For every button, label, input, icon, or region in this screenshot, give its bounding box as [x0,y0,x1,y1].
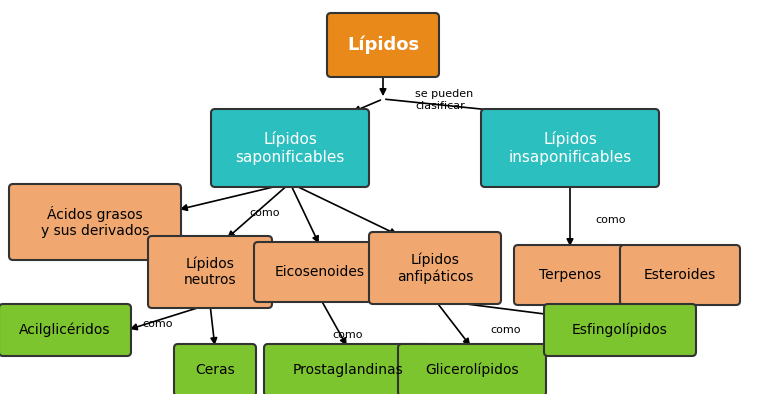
Text: como: como [490,325,521,335]
Text: Lípidos
anfipáticos: Lípidos anfipáticos [397,252,473,284]
Text: como: como [143,319,173,329]
Text: Lípidos
insaponificables: Lípidos insaponificables [509,131,632,165]
FancyBboxPatch shape [264,344,432,394]
Text: Lípidos
neutros: Lípidos neutros [183,256,236,287]
Text: como: como [333,330,364,340]
FancyBboxPatch shape [620,245,740,305]
Text: Acilglicéridos: Acilglicéridos [19,323,110,337]
FancyBboxPatch shape [398,344,546,394]
Text: Prostaglandinas: Prostaglandinas [293,363,403,377]
Text: Eicosenoides: Eicosenoides [275,265,365,279]
FancyBboxPatch shape [369,232,501,304]
FancyBboxPatch shape [254,242,386,302]
Text: Lípidos
saponificables: Lípidos saponificables [235,131,344,165]
FancyBboxPatch shape [481,109,659,187]
FancyBboxPatch shape [148,236,272,308]
Text: Terpenos: Terpenos [539,268,601,282]
Text: como: como [250,208,280,218]
FancyBboxPatch shape [514,245,626,305]
Text: se pueden
clasificar: se pueden clasificar [415,89,473,111]
FancyBboxPatch shape [0,304,131,356]
Text: Ácidos grasos
y sus derivados: Ácidos grasos y sus derivados [41,206,150,238]
Text: Esteroides: Esteroides [644,268,716,282]
FancyBboxPatch shape [327,13,439,77]
FancyBboxPatch shape [544,304,696,356]
FancyBboxPatch shape [211,109,369,187]
FancyBboxPatch shape [9,184,181,260]
Text: Ceras: Ceras [195,363,235,377]
Text: como: como [595,215,626,225]
Text: Lípidos: Lípidos [347,36,419,54]
Text: Esfingolípidos: Esfingolípidos [572,323,668,337]
FancyBboxPatch shape [174,344,256,394]
Text: Glicerolípidos: Glicerolípidos [425,363,518,377]
